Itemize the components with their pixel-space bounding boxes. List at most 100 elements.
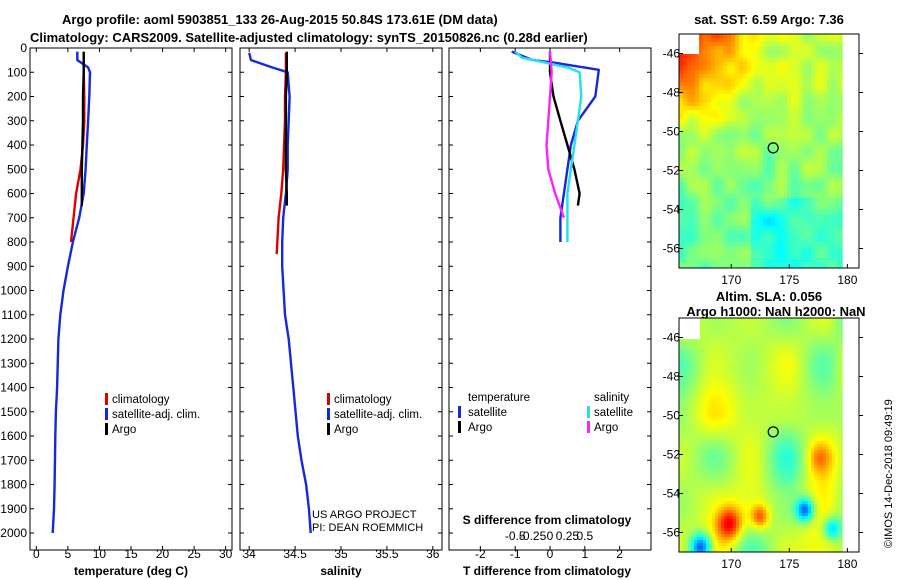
map-cell — [703, 348, 707, 352]
map-cell — [711, 98, 716, 103]
map-cell — [694, 357, 698, 361]
map-cell — [787, 414, 791, 418]
map-cell — [783, 34, 788, 39]
legend-label-satellite: satellite-adj. clim. — [112, 409, 200, 421]
map-cell — [790, 318, 794, 322]
map-cell — [819, 246, 824, 251]
map-cell — [811, 202, 816, 207]
map-cell — [829, 381, 833, 385]
map-cell — [735, 170, 740, 175]
map-cell — [783, 258, 788, 263]
map-cell — [727, 354, 731, 358]
map-cell — [687, 266, 692, 268]
map-cell — [751, 106, 756, 111]
map-lat-label: -56 — [663, 242, 681, 256]
map-cell — [790, 342, 794, 346]
map-cell — [835, 214, 840, 219]
map-cell — [739, 86, 744, 91]
map-cell — [817, 330, 821, 334]
map-cell — [795, 58, 800, 63]
map-cell — [695, 78, 700, 83]
map-cell — [715, 363, 719, 367]
map-cell — [775, 246, 780, 251]
map-cell — [835, 330, 839, 334]
map-cell — [799, 390, 803, 394]
map-cell — [799, 42, 804, 47]
map-cell — [831, 206, 836, 211]
map-cell — [781, 354, 785, 358]
map-cell — [727, 34, 732, 39]
map-cell — [791, 214, 796, 219]
map-cell — [755, 94, 760, 99]
depth-tick-label: 200 — [7, 90, 27, 104]
map-cell — [733, 393, 737, 397]
map-cell — [811, 360, 815, 364]
map-cell — [799, 330, 803, 334]
map-cell — [679, 420, 683, 424]
map-cell — [799, 58, 804, 63]
map-cell — [711, 182, 716, 187]
map-cell — [815, 210, 820, 215]
map-cell — [711, 126, 716, 131]
map-cell — [711, 46, 716, 51]
map-cell — [688, 405, 692, 409]
map-cell — [745, 360, 749, 364]
map-cell — [779, 58, 784, 63]
map-cell — [795, 198, 800, 203]
map-cell — [700, 381, 704, 385]
map-cell — [685, 366, 689, 370]
map-cell — [838, 369, 842, 373]
map-cell — [793, 348, 797, 352]
map-cell — [715, 417, 719, 421]
difference-plot-frame — [448, 47, 652, 551]
map-cell — [790, 387, 794, 391]
map-cell — [766, 345, 770, 349]
map-cell — [694, 369, 698, 373]
map-cell — [767, 242, 772, 247]
map-cell — [783, 210, 788, 215]
map-cell — [787, 351, 791, 355]
map-cell — [795, 238, 800, 243]
map-cell — [719, 186, 724, 191]
map-cell — [763, 202, 768, 207]
map-cell — [831, 182, 836, 187]
map-cell — [730, 345, 734, 349]
map-cell — [807, 170, 812, 175]
map-cell — [835, 390, 839, 394]
map-cell — [691, 194, 696, 199]
map-cell — [703, 262, 708, 267]
map-cell — [783, 202, 788, 207]
map-cell — [827, 162, 832, 167]
map-cell — [763, 318, 767, 322]
map-cell — [779, 110, 784, 115]
map-cell — [715, 94, 720, 99]
map-cell — [759, 194, 764, 199]
map-cell — [791, 38, 796, 43]
map-cell — [697, 354, 701, 358]
map-cell — [835, 318, 839, 322]
map-cell — [767, 150, 772, 155]
map-cell — [748, 327, 752, 331]
map-cell — [706, 378, 710, 382]
map-cell — [712, 342, 716, 346]
map-cell — [731, 122, 736, 127]
map-cell — [760, 333, 764, 337]
map-cell — [735, 98, 740, 103]
map-cell — [841, 321, 845, 325]
x-tick-label: 35 — [334, 547, 348, 561]
map-cell — [733, 381, 737, 385]
map-cell — [743, 162, 748, 167]
map-cell — [679, 339, 683, 343]
map-cell — [775, 114, 780, 119]
map-cell — [755, 106, 760, 111]
map-cell — [703, 258, 708, 263]
map-cell — [755, 174, 760, 179]
map-cell — [697, 396, 701, 400]
map-cell — [699, 178, 704, 183]
map-cell — [819, 130, 824, 135]
map-cell — [779, 258, 784, 263]
map-cell — [819, 78, 824, 83]
map-cell — [683, 258, 688, 263]
map-cell — [718, 375, 722, 379]
map-cell — [755, 54, 760, 59]
